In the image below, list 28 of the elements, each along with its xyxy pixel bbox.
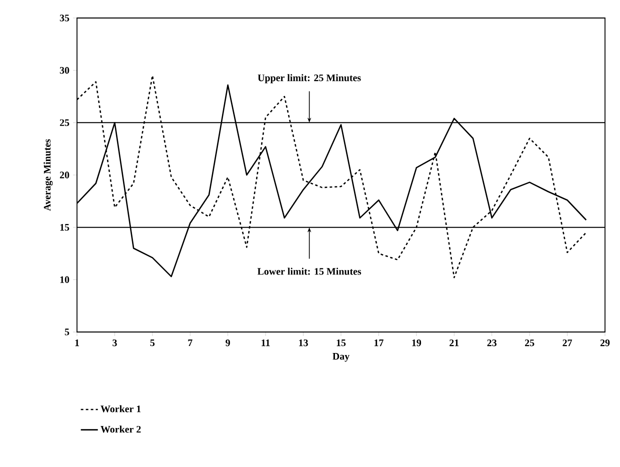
y-tick-label: 25 bbox=[60, 119, 70, 126]
x-tick-label: 23 bbox=[487, 340, 496, 346]
legend-label: Worker 1 bbox=[100, 405, 141, 412]
y-tick-label: 5 bbox=[64, 328, 70, 336]
x-tick-label: 1 bbox=[75, 340, 79, 346]
x-tick-label: 17 bbox=[374, 340, 384, 346]
x-tick-label: 3 bbox=[112, 340, 117, 346]
x-tick-label: 5 bbox=[150, 340, 155, 346]
ref-line-label: Upper limit: 25 Minutes bbox=[258, 74, 361, 84]
y-tick-label: 10 bbox=[60, 276, 70, 284]
y-axis-title: Average Minutes bbox=[44, 139, 53, 211]
y-tick-label: 20 bbox=[60, 172, 70, 178]
x-axis-title: Day bbox=[332, 353, 350, 362]
y-tick-label: 30 bbox=[60, 66, 70, 74]
x-tick-label: 19 bbox=[412, 340, 422, 346]
x-tick-label: 15 bbox=[336, 340, 346, 346]
x-tick-label: 29 bbox=[600, 340, 610, 346]
y-tick-label: 35 bbox=[60, 14, 70, 22]
x-tick-label: 27 bbox=[562, 340, 572, 346]
x-tick-label: 25 bbox=[525, 340, 534, 346]
x-tick-label: 21 bbox=[450, 340, 459, 346]
x-tick-label: 7 bbox=[188, 340, 192, 346]
ref-line-label: Lower limit: 15 Minutes bbox=[257, 268, 362, 275]
x-tick-label: 9 bbox=[226, 340, 230, 346]
legend-label: Worker 2 bbox=[100, 426, 141, 433]
x-tick-label: 11 bbox=[262, 340, 270, 346]
y-tick-label: 15 bbox=[60, 224, 70, 231]
x-tick-label: 13 bbox=[299, 340, 308, 346]
